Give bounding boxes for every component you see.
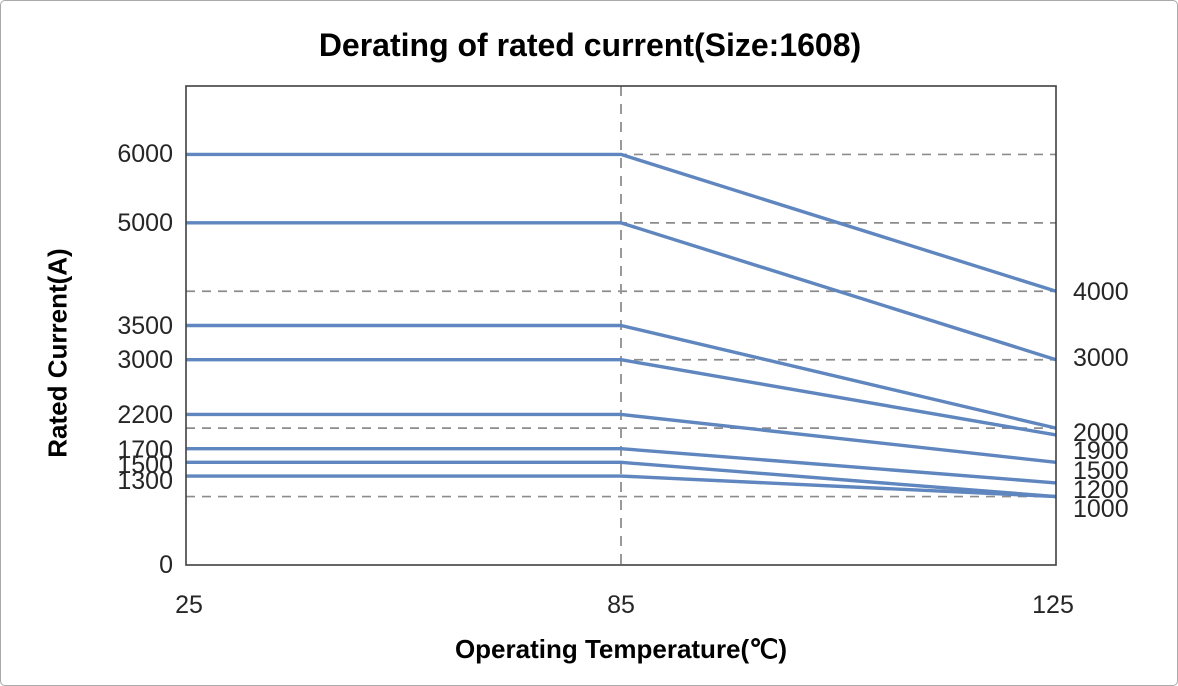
series-line-5000	[186, 221, 1057, 362]
y-axis-tick-right: 1900	[1073, 437, 1129, 465]
y-axis-tick-right: 1500	[1073, 457, 1129, 485]
series-line-1500	[186, 460, 1057, 499]
y-axis-tick-left: 1700	[117, 436, 173, 464]
y-axis-tick-right: 3000	[1073, 344, 1129, 372]
x-axis-tick: 85	[607, 591, 635, 619]
y-axis-tick-left: 1300	[117, 467, 173, 495]
x-axis-title: Operating Temperature(℃)	[454, 634, 788, 664]
y-axis-tick-right: 1200	[1073, 476, 1129, 504]
y-axis-tick-left: 0	[159, 551, 173, 579]
y-axis-tick-left: 5000	[117, 209, 173, 237]
series-line-1700	[186, 446, 1057, 485]
series-line-3500	[186, 323, 1057, 430]
x-axis-tick: 25	[175, 591, 203, 619]
y-axis-tick-left: 3500	[117, 312, 173, 340]
y-axis-tick-left: 6000	[117, 140, 173, 168]
y-axis-tick-left: 3000	[117, 346, 173, 374]
y-axis-tick-left: 2200	[117, 401, 173, 429]
series-line-2200	[186, 412, 1057, 465]
x-axis-tick: 125	[1032, 591, 1074, 619]
y-axis-tick-right: 4000	[1073, 278, 1129, 306]
y-axis-tick-right: 1000	[1073, 495, 1129, 523]
y-axis-tick-right: 2000	[1073, 419, 1129, 447]
chart-title: Derating of rated current(Size:1608)	[318, 27, 862, 63]
y-axis-title: Rated Current(A)	[42, 248, 73, 458]
series-line-3000	[186, 358, 1057, 437]
series-line-1300	[186, 474, 1057, 499]
series-line-6000	[186, 152, 1057, 293]
plot-border	[185, 85, 1057, 566]
y-axis-tick-left: 1500	[117, 451, 173, 479]
